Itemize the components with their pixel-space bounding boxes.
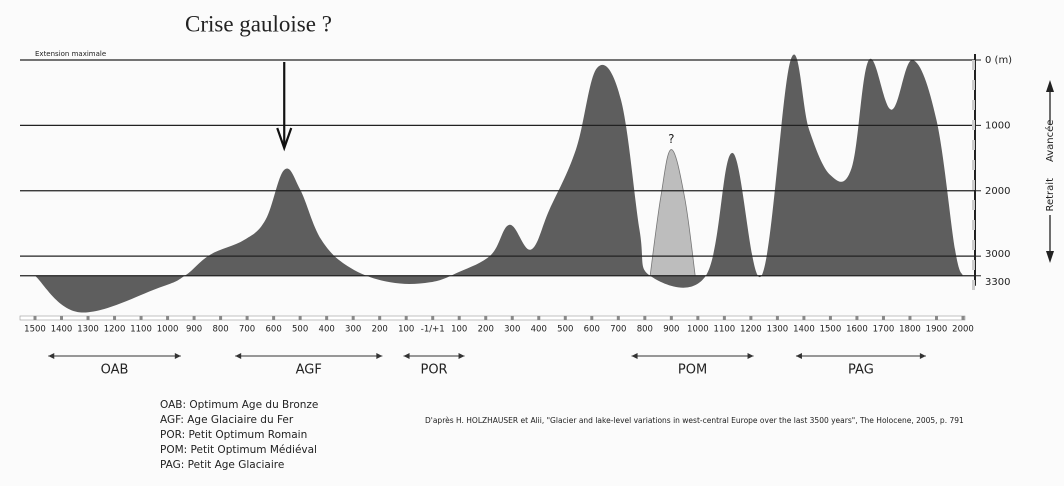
x-tick-label: 200 [372,325,388,335]
x-tick-label: 1400 [793,325,815,335]
x-tick-label: 1500 [24,325,46,335]
axis-ruler [972,60,975,70]
axis-ruler [972,180,975,190]
axis-ruler [972,120,975,130]
x-tick-label: 300 [504,325,520,335]
y-axis-title: Retrait Avancée [1044,120,1056,212]
x-tick-label: 1800 [899,325,921,335]
legend-entry: POR: Petit Optimum Romain [160,429,307,441]
axis-ruler [972,200,975,210]
x-tick-label: 300 [345,325,361,335]
x-axis-band [19,315,966,321]
y-axis-label-retreat: Retrait [1045,178,1056,212]
annotation-arrowhead [276,127,293,152]
x-tick-label: 500 [292,325,308,335]
arrow-head [1046,80,1054,92]
x-tick-label: 1100 [130,325,152,335]
period-label: AGF [296,363,322,378]
axis-ruler [972,220,975,230]
x-tick-label: -1/+1 [421,325,445,335]
y-tick-label: 1000 [985,120,1010,131]
x-tick-label: 500 [557,325,573,335]
source: D'après H. HOLZHAUSER et Alii, "Glacier … [425,416,964,425]
x-tick-label: 1700 [873,325,895,335]
period-label: PAG [848,363,874,378]
axis-ruler [972,260,975,270]
x-tick-label: 1200 [740,325,762,335]
axis-ruler [972,240,975,250]
x-tick-label: 600 [266,325,282,335]
x-tick-label: 1200 [104,325,126,335]
x-tick-label: 1300 [77,325,99,335]
x-tick-label: 700 [610,325,626,335]
top-line-label: Extension maximale [35,50,106,58]
arrow-head [1046,251,1054,263]
x-tick-label: 400 [319,325,335,335]
x-tick-label: 2000 [952,325,974,335]
x-tick-label: 1000 [157,325,179,335]
axis-ruler [972,280,975,290]
series-label: ? [668,132,674,146]
y-axis-label-advance: Avancée [1044,120,1056,162]
x-tick-label: 200 [478,325,494,335]
x-tick-label: 1500 [820,325,842,335]
period-label: POR [420,363,447,378]
x-tick-label: 100 [398,325,414,335]
x-tick-label: 600 [584,325,600,335]
x-tick-label: 1000 [687,325,709,335]
x-tick-label: 1100 [714,325,736,335]
x-tick-label: 700 [239,325,255,335]
legend-entry: PAG: Petit Age Glaciaire [160,459,284,471]
x-tick-label: 900 [663,325,679,335]
x-tick-label: 800 [212,325,228,335]
axis-ruler [972,80,975,90]
legend-entry: AGF: Age Glaciaire du Fer [160,414,294,426]
glacier-area [649,149,696,277]
y-tick-label: 2000 [985,186,1010,197]
glacier-area [35,54,963,313]
y-tick-label: 3300 [985,277,1010,288]
x-tick-label: 100 [451,325,467,335]
x-tick-label: 1900 [926,325,948,335]
y-tick-label: 0 (m) [985,55,1012,66]
axis-ruler [972,100,975,110]
x-tick-label: 400 [531,325,547,335]
x-tick-label: 900 [186,325,202,335]
x-tick-label: 1400 [51,325,73,335]
axis-ruler [972,160,975,170]
period-label: POM [678,363,707,378]
x-tick-label: 1300 [767,325,789,335]
legend-entry: OAB: Optimum Age du Bronze [160,399,318,411]
y-tick-label: 3000 [985,249,1010,260]
axis-ruler [972,140,975,150]
chart-title: Crise gauloise ? [185,11,332,36]
x-tick-label: 1600 [846,325,868,335]
period-label: OAB [101,363,129,378]
legend-entry: POM: Petit Optimum Médiéval [160,444,317,456]
x-tick-label: 800 [637,325,653,335]
